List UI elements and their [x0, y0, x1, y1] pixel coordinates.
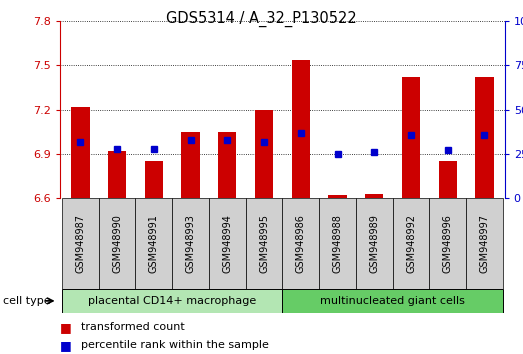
- Text: ■: ■: [60, 339, 72, 352]
- Text: GSM948991: GSM948991: [149, 214, 159, 273]
- Bar: [172, 198, 209, 289]
- Text: GSM948994: GSM948994: [222, 214, 232, 273]
- Bar: [429, 198, 466, 289]
- Bar: [365, 194, 383, 198]
- Text: transformed count: transformed count: [81, 322, 185, 332]
- Bar: [292, 59, 310, 198]
- Text: GSM948993: GSM948993: [186, 214, 196, 273]
- Text: cell type: cell type: [3, 296, 50, 306]
- Text: placental CD14+ macrophage: placental CD14+ macrophage: [88, 296, 256, 306]
- Bar: [475, 77, 494, 198]
- Text: GSM948992: GSM948992: [406, 214, 416, 273]
- Text: GSM948988: GSM948988: [333, 214, 343, 273]
- Bar: [108, 151, 126, 198]
- Bar: [181, 132, 200, 198]
- Bar: [135, 198, 172, 289]
- Bar: [255, 110, 273, 198]
- Bar: [319, 198, 356, 289]
- Bar: [62, 289, 282, 313]
- Bar: [393, 198, 429, 289]
- Text: GSM948996: GSM948996: [443, 214, 453, 273]
- Bar: [466, 198, 503, 289]
- Bar: [99, 198, 135, 289]
- Text: GSM948990: GSM948990: [112, 214, 122, 273]
- Text: GSM948995: GSM948995: [259, 214, 269, 273]
- Bar: [246, 198, 282, 289]
- Bar: [62, 198, 99, 289]
- Bar: [356, 198, 393, 289]
- Bar: [439, 161, 457, 198]
- Text: ■: ■: [60, 321, 72, 334]
- Text: GSM948997: GSM948997: [480, 214, 490, 273]
- Bar: [328, 195, 347, 198]
- Text: GDS5314 / A_32_P130522: GDS5314 / A_32_P130522: [166, 11, 357, 27]
- Text: GSM948989: GSM948989: [369, 214, 379, 273]
- Text: GSM948987: GSM948987: [75, 214, 85, 273]
- Bar: [209, 198, 246, 289]
- Bar: [282, 289, 503, 313]
- Bar: [218, 132, 236, 198]
- Bar: [402, 77, 420, 198]
- Text: multinucleated giant cells: multinucleated giant cells: [320, 296, 465, 306]
- Bar: [282, 198, 319, 289]
- Text: GSM948986: GSM948986: [296, 214, 306, 273]
- Text: percentile rank within the sample: percentile rank within the sample: [81, 340, 269, 350]
- Bar: [145, 161, 163, 198]
- Bar: [71, 107, 89, 198]
